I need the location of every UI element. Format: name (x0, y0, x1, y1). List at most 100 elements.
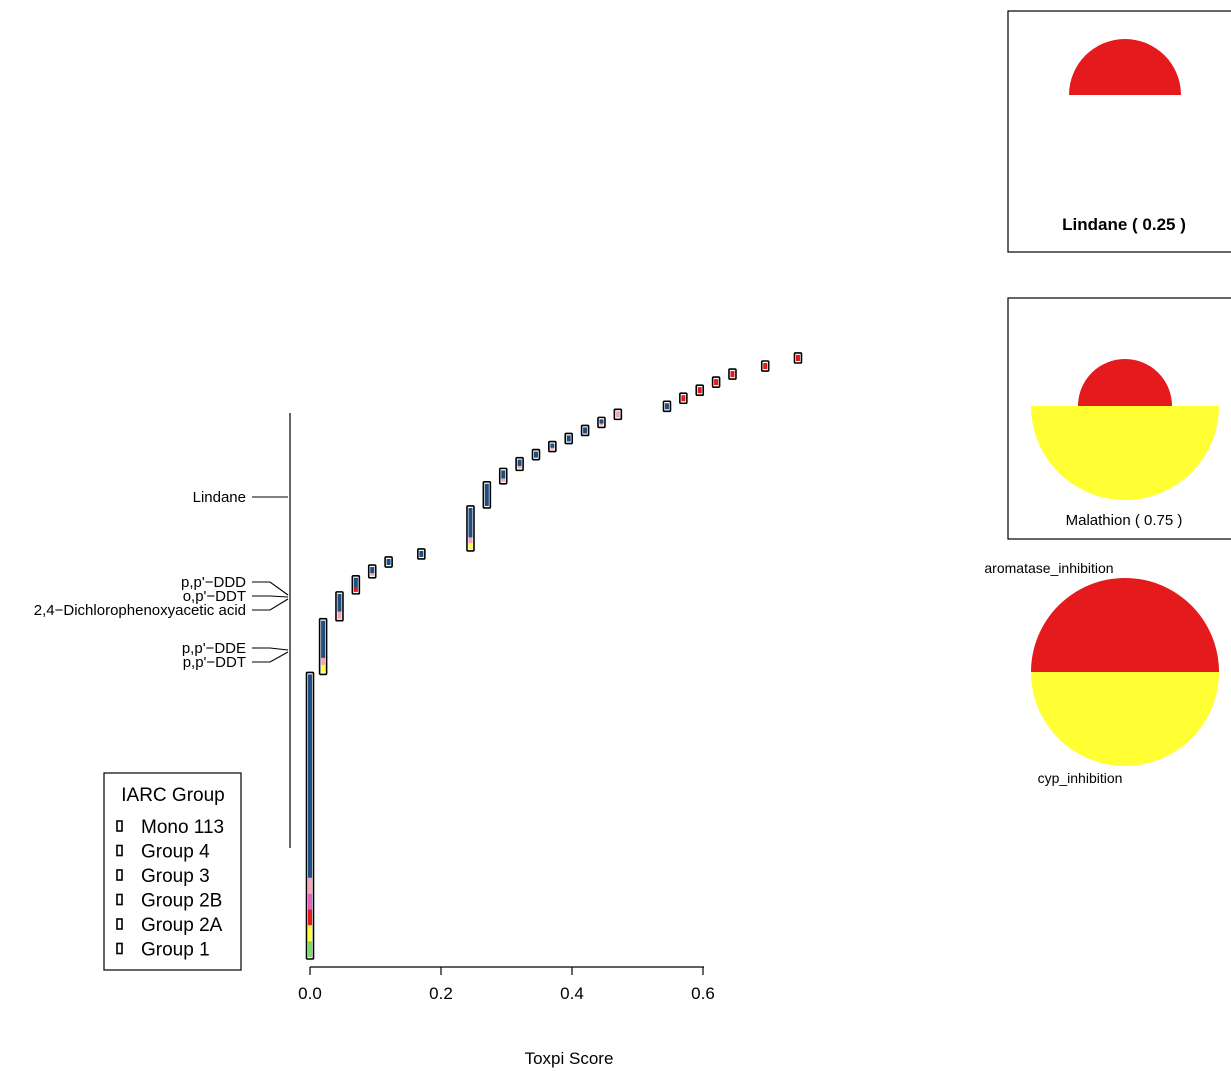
annotation: p,p'−DDT (183, 651, 289, 671)
point-stack (793, 352, 803, 364)
stack-point (308, 674, 312, 878)
legend-swatch (116, 942, 123, 955)
point-stack (711, 376, 721, 388)
annotation: p,p'−DDD (181, 574, 289, 596)
point-stack (482, 481, 492, 509)
legend-box (103, 772, 242, 971)
stack-point (501, 478, 506, 482)
point-stack (515, 456, 524, 472)
x-tick-label: 0.2 (429, 984, 453, 1003)
stack-point (468, 543, 473, 549)
stack-point (321, 657, 326, 666)
annotation-leader (252, 581, 289, 596)
point-stack (613, 408, 623, 421)
point-stack (305, 671, 315, 960)
stack-point (353, 587, 358, 592)
x-tick-label: 0.4 (560, 984, 584, 1003)
stack-point (583, 427, 588, 434)
stack-point (681, 395, 686, 402)
legend-swatch (116, 869, 123, 881)
legend-entry: Group 3 (116, 866, 210, 887)
stack-point (550, 447, 555, 450)
legend-swatch (116, 893, 123, 906)
stack-point (615, 411, 620, 418)
stack-point (550, 443, 555, 448)
legend: IARC Group Mono 113 Group 4 Group 3 Group 2… (103, 772, 242, 971)
annotation-label: 2,4−Dichlorophenoxyacetic acid (34, 602, 246, 619)
stack-point (533, 451, 538, 458)
legend-entry: Group 2A (116, 915, 223, 936)
legend-swatch (116, 844, 123, 857)
legend-entry: Mono 113 (116, 817, 224, 838)
stack-point (730, 371, 735, 378)
point-stack (318, 617, 328, 676)
stack-point (337, 611, 342, 619)
pie-lindane: Lindane ( 0.25 ) (1007, 10, 1231, 253)
legend-label: Group 2B (141, 891, 222, 912)
toxpi-rank-plot: Lindane p,p'−DDDo,p'−DDT2,4−Dichloropheno… (34, 352, 803, 1068)
point-stack (351, 574, 361, 595)
annotation-label: p,p'−DDT (183, 654, 246, 671)
annotation-leader (252, 647, 289, 651)
legend-entry: Group 2B (116, 891, 222, 912)
annotation-leader (252, 651, 289, 663)
x-ticks: 0.0 0.2 0.4 0.6 (298, 967, 715, 1003)
legend-label: Group 2A (141, 915, 223, 936)
stack-point (386, 558, 391, 566)
point-stack (466, 505, 475, 552)
annotation: o,p'−DDT (183, 588, 289, 605)
legend-swatch (116, 918, 123, 930)
annotation-leader (252, 595, 289, 598)
point-stack (564, 432, 574, 445)
chemical-annotations: Lindane p,p'−DDDo,p'−DDT2,4−Dichloropheno… (34, 489, 289, 671)
stack-point (353, 577, 358, 588)
stack-point (308, 893, 312, 910)
stack-point (763, 362, 768, 370)
pie-slice-aromatase-inhibition (1069, 39, 1181, 95)
pie-key: aromatase_inhibition cyp_inhibition (984, 560, 1219, 786)
stack-point (566, 435, 571, 442)
stack-point (795, 354, 800, 361)
pie-lindane-title: Lindane ( 0.25 ) (1062, 215, 1186, 234)
point-stack (728, 368, 737, 380)
legend-entry: Group 4 (116, 842, 210, 863)
annotation-label: p,p'−DDD (181, 574, 246, 591)
x-tick-label: 0.0 (298, 984, 322, 1003)
stack-point (599, 423, 604, 426)
point-stack (384, 556, 393, 568)
stack-point (664, 403, 669, 410)
stack-point (468, 507, 473, 538)
stack-point (697, 387, 702, 394)
stack-point (517, 459, 522, 466)
point-stack (695, 384, 705, 397)
pie-malathion-slices (1031, 359, 1219, 500)
point-stack (335, 591, 344, 622)
pie-malathion: Malathion ( 0.75 ) (1007, 297, 1231, 540)
stack-point (337, 593, 342, 612)
pie-key-label-cyp: cyp_inhibition (1038, 770, 1123, 786)
legend-label: Mono 113 (141, 817, 224, 838)
pie-lindane-slices (1069, 39, 1181, 95)
stack-point (308, 877, 312, 894)
annotation: Lindane (193, 489, 288, 506)
point-stacks (305, 352, 803, 960)
point-stack (679, 392, 688, 405)
point-stack (417, 548, 426, 560)
stack-point (468, 537, 473, 544)
legend-label: Group 3 (141, 866, 210, 887)
legend-label: Group 4 (141, 842, 210, 863)
point-stack (662, 400, 672, 413)
annotation-leader (252, 598, 289, 611)
pie-slice-cyp-inhibition (1031, 672, 1219, 766)
annotation: p,p'−DDE (182, 640, 289, 657)
stack-point (370, 573, 375, 576)
point-stack (760, 360, 770, 372)
point-stack (498, 467, 508, 485)
stack-point (714, 379, 719, 386)
stack-point (321, 620, 326, 658)
legend-swatch (116, 820, 123, 832)
stack-point (484, 483, 489, 506)
annotation-label: o,p'−DDT (183, 588, 246, 605)
pie-slice-aromatase-inhibition (1031, 578, 1219, 672)
annotation-label: p,p'−DDE (182, 640, 246, 657)
